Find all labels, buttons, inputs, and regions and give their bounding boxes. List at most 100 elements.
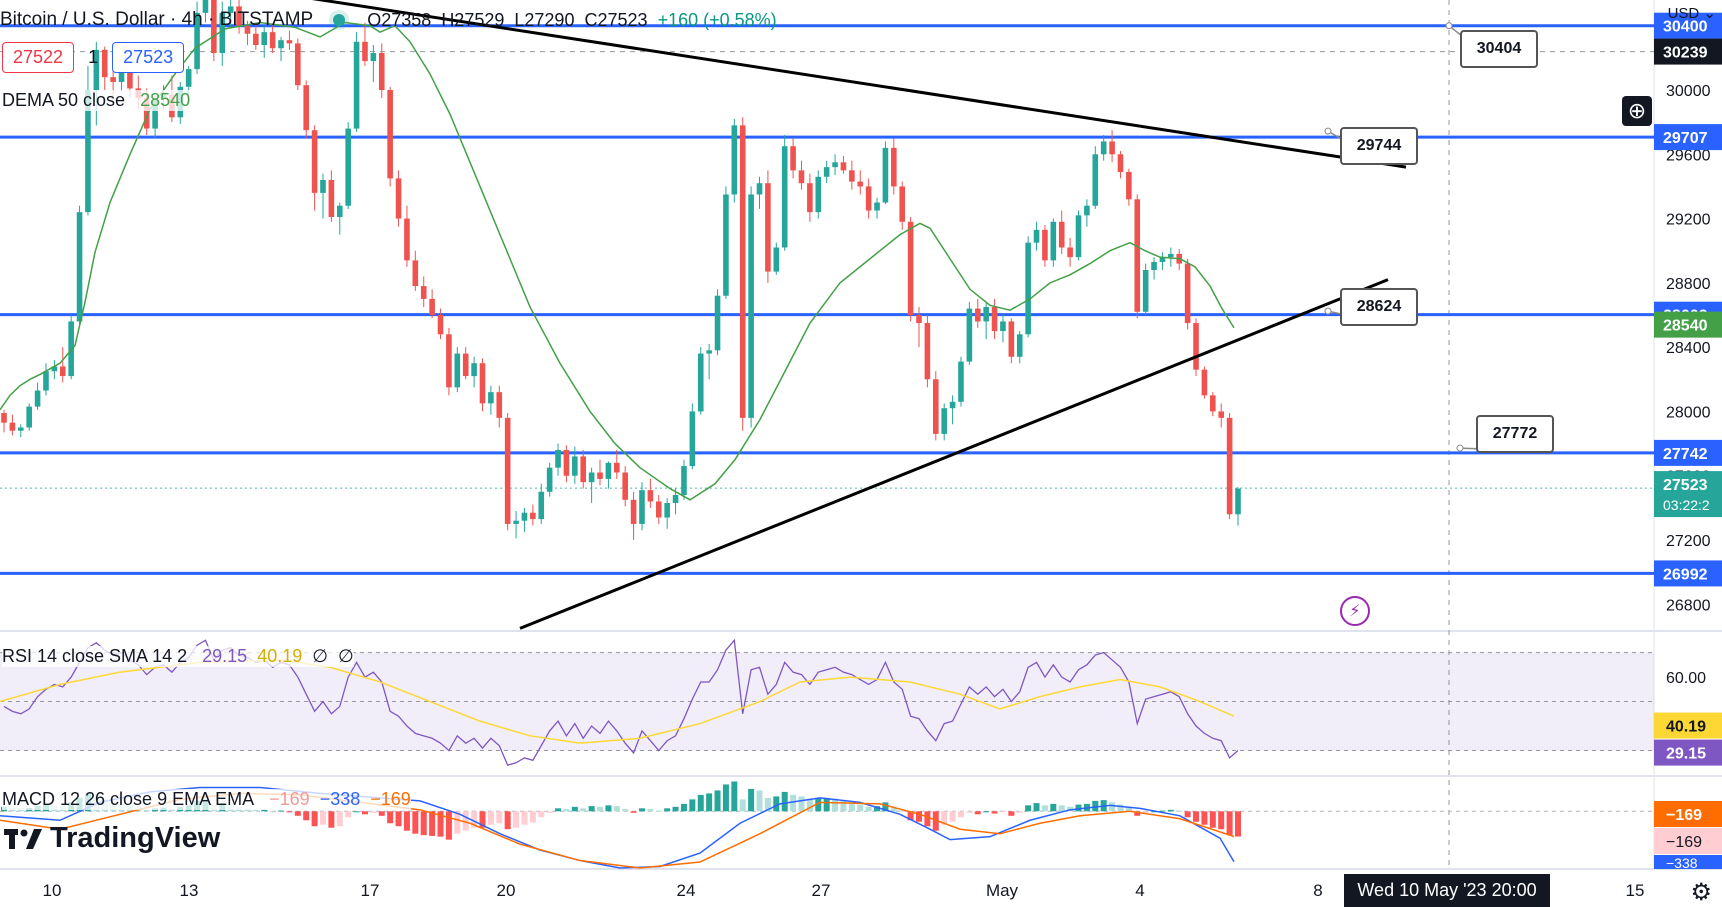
macd-hist-bar — [1176, 810, 1183, 812]
macd-hist-bar — [748, 788, 755, 812]
candle-body — [404, 218, 410, 261]
rsi-legend[interactable]: RSI 14 close SMA 14 2 29.15 40.19 ∅ ∅ — [2, 646, 354, 667]
candle-body — [840, 162, 847, 171]
candle-body — [1084, 205, 1090, 216]
macd-hist-bar — [857, 804, 864, 812]
macd-hist-bar — [655, 810, 662, 812]
candle-body — [932, 379, 939, 434]
macd-hist-bar — [1226, 811, 1233, 836]
candle-body — [269, 32, 276, 49]
macd-hist-bar — [462, 811, 469, 831]
macd-hist-bar — [1033, 803, 1040, 812]
candle-body — [1159, 257, 1166, 262]
time-tick-label: May — [986, 881, 1019, 900]
candle-body — [420, 286, 427, 299]
sell-button[interactable]: 27522 — [2, 42, 75, 73]
candle-body — [370, 53, 377, 62]
rsi-legend-extra2: ∅ — [337, 646, 354, 666]
candle-body — [748, 194, 754, 418]
macd-hist-bar — [840, 800, 847, 812]
candle-body — [899, 186, 906, 222]
rsi-legend-label: RSI 14 close SMA 14 2 — [2, 646, 188, 666]
bid-ask-panel: 27522 1 27523 — [2, 42, 185, 73]
tradingview-logo[interactable]: TradingView — [4, 822, 220, 855]
macd-hist-bar — [957, 811, 964, 818]
candle-body — [261, 32, 268, 45]
callout-29744[interactable]: 29744 — [1340, 127, 1418, 165]
candle-body — [513, 520, 519, 524]
price-tag-last-bg — [1654, 471, 1722, 518]
candle-body — [412, 260, 419, 287]
symbol-title[interactable]: Bitcoin / U.S. Dollar · 4h · BITSTAMP — [0, 9, 314, 30]
macd-hist-bar — [1092, 800, 1099, 812]
add-alert-icon[interactable]: ⊕ — [1622, 96, 1652, 126]
candle-body — [572, 456, 578, 476]
macd-hist-bar — [471, 811, 478, 828]
candle-body — [521, 512, 528, 521]
time-tick-label: 8 — [1313, 881, 1322, 900]
lightning-icon[interactable]: ⚡ — [1340, 596, 1370, 626]
macd-hist-bar — [378, 811, 385, 816]
candle-body — [295, 43, 301, 86]
candle-body — [336, 205, 343, 217]
callout-anchor-1 — [1324, 127, 1332, 135]
rsi-legend-value: 29.15 — [202, 646, 248, 666]
dema-line — [0, 21, 1235, 501]
brand-name: TradingView — [50, 822, 221, 854]
macd-hist-bar — [832, 798, 839, 812]
macd-hist-bar — [949, 811, 956, 822]
candle-body — [672, 495, 679, 504]
candle-body — [697, 353, 704, 412]
price-tag-dema-bg — [1654, 311, 1722, 338]
candle-body — [219, 12, 226, 54]
macd-hist-bar — [345, 811, 352, 818]
currency-selector[interactable]: USD ⌄ — [1667, 5, 1716, 22]
candle-body — [983, 306, 989, 322]
macd-hist-bar — [361, 811, 368, 815]
dema-legend[interactable]: DEMA 50 close 28540 — [2, 90, 191, 111]
macd-hist-bar — [1109, 802, 1116, 812]
candle-body — [1050, 221, 1057, 261]
macd-hist-bar — [722, 784, 729, 812]
macd-hist-bar — [966, 811, 973, 813]
macd-hist-bar — [924, 811, 931, 827]
callout-anchor-3 — [1456, 444, 1464, 452]
candle-body — [1168, 253, 1174, 258]
candle-body — [471, 363, 477, 377]
rsi-sma-tag-bg — [1654, 712, 1722, 739]
macd-hist-bar — [664, 808, 671, 812]
price-tag-dema: 28540 — [1663, 318, 1708, 335]
candle-body — [446, 334, 452, 388]
macd-hist-bar — [932, 811, 939, 831]
candle-body — [966, 308, 973, 362]
candle-body — [655, 501, 662, 518]
macd-hist-bar — [328, 811, 335, 828]
candle-body — [278, 40, 284, 49]
candle-body — [59, 366, 66, 377]
buy-button[interactable]: 27523 — [112, 42, 185, 73]
candle-body — [9, 422, 16, 431]
candle-body — [110, 77, 116, 82]
callout-28624[interactable]: 28624 — [1340, 288, 1418, 326]
candle-body — [681, 466, 687, 495]
callout-30404[interactable]: 30404 — [1460, 30, 1538, 68]
macd-hist-bar — [613, 806, 620, 812]
gear-icon[interactable]: ⚙ — [1690, 879, 1712, 906]
time-tick-label: 10 — [43, 881, 62, 900]
candle-body — [807, 183, 813, 213]
change-value: +160 (+0.58%) — [657, 9, 777, 30]
macd-hist-bar — [815, 797, 822, 812]
order-quantity[interactable]: 1 — [88, 47, 99, 67]
macd-hist-bar — [1058, 805, 1065, 812]
time-tick-label: 17 — [361, 881, 380, 900]
callout-27772[interactable]: 27772 — [1476, 415, 1554, 453]
candle-body — [756, 183, 763, 195]
candle-body — [773, 247, 780, 272]
macd-legend[interactable]: MACD 12 26 close 9 EMA EMA −169 −338 −16… — [2, 789, 411, 810]
macd-hist-bar — [798, 796, 805, 812]
rsi-sma-tag: 40.19 — [1666, 719, 1706, 736]
candle-body — [739, 125, 746, 418]
macd-hist-bar — [538, 811, 545, 818]
candle-body — [1033, 229, 1040, 243]
